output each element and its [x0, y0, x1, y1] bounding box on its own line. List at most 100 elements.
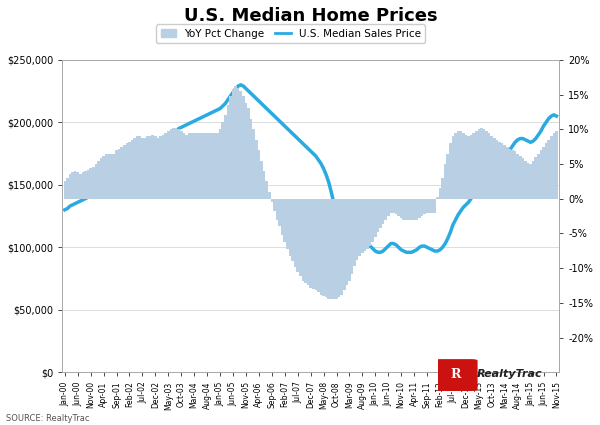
- Bar: [330, 199, 332, 299]
- Bar: [532, 161, 535, 199]
- Bar: [431, 199, 434, 212]
- Bar: [511, 150, 514, 199]
- Title: U.S. Median Home Prices: U.S. Median Home Prices: [184, 7, 437, 25]
- Bar: [537, 153, 539, 199]
- Bar: [253, 129, 255, 199]
- Bar: [291, 199, 294, 261]
- Bar: [480, 128, 482, 199]
- Bar: [206, 133, 208, 199]
- Bar: [139, 136, 141, 199]
- Bar: [472, 133, 475, 199]
- Bar: [302, 199, 304, 280]
- Bar: [216, 133, 219, 199]
- Bar: [257, 150, 260, 199]
- Bar: [66, 178, 68, 199]
- Bar: [203, 133, 206, 199]
- Bar: [462, 133, 464, 199]
- Bar: [529, 164, 532, 199]
- Bar: [304, 199, 307, 283]
- Bar: [162, 135, 164, 199]
- Bar: [97, 161, 100, 199]
- Bar: [470, 135, 472, 199]
- Bar: [389, 199, 392, 212]
- Bar: [317, 199, 320, 292]
- Bar: [343, 199, 346, 290]
- Bar: [151, 135, 154, 199]
- Bar: [550, 136, 553, 199]
- Bar: [250, 119, 253, 199]
- Bar: [418, 199, 421, 218]
- FancyBboxPatch shape: [434, 359, 478, 391]
- Bar: [371, 199, 374, 242]
- Bar: [221, 122, 224, 199]
- Bar: [123, 144, 125, 199]
- Bar: [167, 130, 170, 199]
- Bar: [410, 199, 413, 220]
- Bar: [397, 199, 400, 216]
- Bar: [436, 197, 439, 199]
- Bar: [446, 153, 449, 199]
- Bar: [115, 150, 118, 199]
- Bar: [434, 199, 436, 212]
- Bar: [439, 188, 441, 199]
- Bar: [268, 192, 271, 199]
- Bar: [460, 130, 462, 199]
- Bar: [322, 199, 325, 296]
- Bar: [144, 138, 146, 199]
- Bar: [211, 133, 214, 199]
- Bar: [524, 161, 527, 199]
- Bar: [358, 199, 361, 255]
- Bar: [232, 89, 234, 199]
- Bar: [496, 140, 498, 199]
- Bar: [535, 157, 537, 199]
- Bar: [413, 199, 415, 220]
- Bar: [64, 181, 66, 199]
- Bar: [374, 199, 377, 237]
- Bar: [229, 96, 232, 199]
- Bar: [475, 130, 478, 199]
- Bar: [348, 199, 351, 280]
- Bar: [555, 130, 558, 199]
- Bar: [382, 199, 385, 224]
- Bar: [118, 149, 121, 199]
- Bar: [263, 171, 265, 199]
- Bar: [356, 199, 358, 260]
- Bar: [149, 136, 151, 199]
- Bar: [338, 199, 340, 298]
- Bar: [273, 199, 275, 211]
- Bar: [503, 144, 506, 199]
- Bar: [128, 142, 131, 199]
- Bar: [403, 199, 405, 220]
- Bar: [180, 130, 182, 199]
- Bar: [299, 199, 302, 276]
- Bar: [182, 133, 185, 199]
- Bar: [68, 174, 71, 199]
- Text: R: R: [451, 368, 461, 381]
- Bar: [146, 136, 149, 199]
- Bar: [157, 138, 159, 199]
- Bar: [71, 172, 74, 199]
- Bar: [488, 133, 490, 199]
- Bar: [407, 199, 410, 220]
- Bar: [107, 153, 110, 199]
- Bar: [366, 199, 369, 249]
- Bar: [521, 159, 524, 199]
- Bar: [227, 105, 229, 199]
- Bar: [454, 133, 457, 199]
- Bar: [74, 171, 76, 199]
- Bar: [208, 133, 211, 199]
- Bar: [517, 153, 519, 199]
- Bar: [527, 163, 529, 199]
- Bar: [193, 133, 196, 199]
- Bar: [464, 135, 467, 199]
- Bar: [361, 199, 364, 253]
- Bar: [275, 199, 278, 220]
- Bar: [178, 129, 180, 199]
- Bar: [278, 199, 281, 227]
- Bar: [539, 150, 542, 199]
- Bar: [283, 199, 286, 242]
- Bar: [452, 136, 454, 199]
- Bar: [95, 164, 97, 199]
- Bar: [415, 199, 418, 220]
- Bar: [185, 135, 188, 199]
